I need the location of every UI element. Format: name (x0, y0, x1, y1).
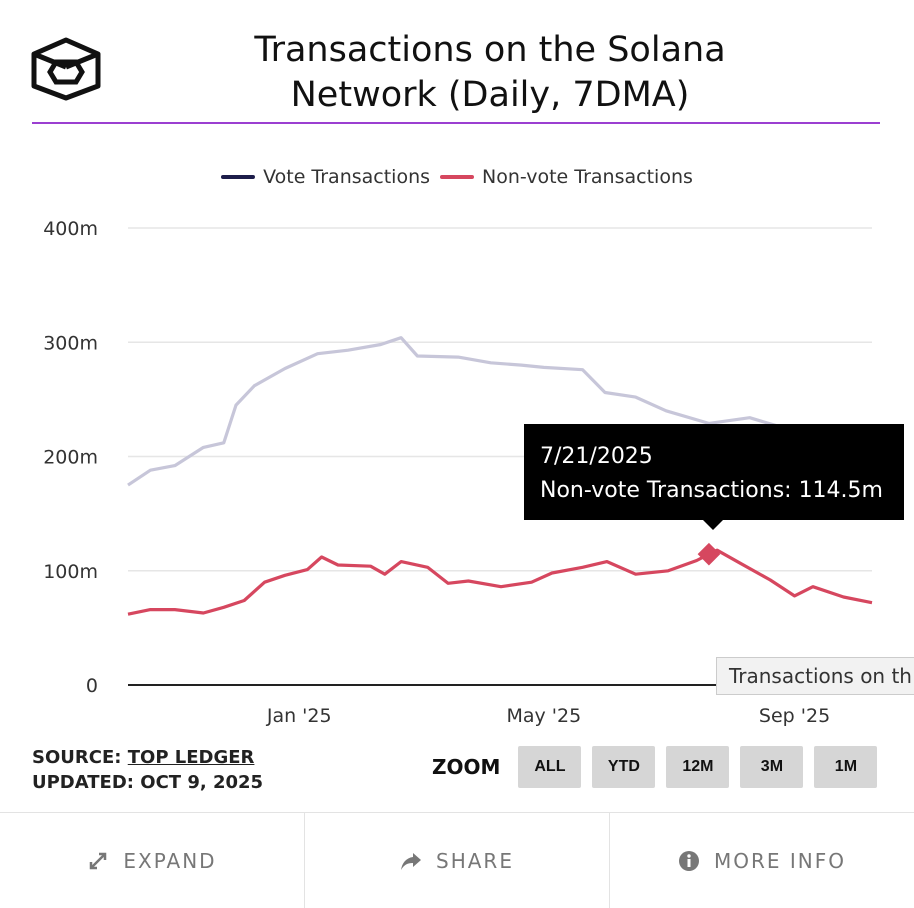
tooltip-value: Non-vote Transactions: 114.5m (540, 478, 883, 503)
info-icon (679, 850, 699, 871)
chart-legend: Vote Transactions Non-vote Transactions (0, 166, 914, 188)
footer-actions: EXPAND SHARE MORE INFO (0, 813, 914, 908)
expand-icon (90, 852, 107, 869)
x-tick-label: Sep '25 (759, 705, 830, 727)
zoom-controls: ZOOM ALL YTD 12M 3M 1M (432, 746, 888, 788)
series-line-nonvote (127, 548, 873, 616)
legend-item-vote[interactable]: Vote Transactions (221, 166, 430, 188)
source-line: SOURCE: TOP LEDGER (32, 745, 263, 770)
y-tick-label: 200m (43, 447, 98, 469)
zoom-ytd-button[interactable]: YTD (592, 746, 656, 788)
zoom-label: ZOOM (432, 755, 501, 779)
x-tick-label: Jan '25 (266, 705, 332, 727)
expand-button[interactable]: EXPAND (0, 813, 305, 908)
share-button[interactable]: SHARE (305, 813, 610, 908)
more-info-label: MORE INFO (714, 848, 846, 873)
legend-swatch-vote (221, 175, 256, 179)
y-tick-label: 100m (43, 561, 98, 583)
more-info-button[interactable]: MORE INFO (610, 813, 914, 908)
source-prefix: SOURCE: (32, 747, 122, 768)
zoom-all-button[interactable]: ALL (518, 746, 582, 788)
series-line-vote (127, 336, 781, 487)
title-divider (32, 122, 880, 124)
updated-date: UPDATED: OCT 9, 2025 (32, 772, 264, 793)
x-tick-label: May '25 (506, 705, 581, 727)
y-tick-label: 400m (43, 218, 98, 240)
source-link[interactable]: TOP LEDGER (127, 747, 255, 768)
source-block: SOURCE: TOP LEDGER UPDATED: OCT 9, 2025 (32, 745, 263, 795)
tooltip-date: 7/21/2025 (540, 444, 653, 469)
chart-title: Transactions on the Solana Network (Dail… (120, 28, 860, 118)
y-tick-label: 300m (43, 332, 98, 354)
share-icon (401, 852, 422, 870)
highlight-point (697, 542, 721, 566)
legend-swatch-nonvote (440, 175, 475, 179)
series-tooltip: Transactions on th (716, 657, 914, 695)
zoom-1m-button[interactable]: 1M (814, 746, 878, 788)
share-label: SHARE (436, 848, 514, 873)
legend-label-vote: Vote Transactions (263, 166, 431, 188)
chart-tooltip: 7/21/2025 Non-vote Transactions: 114.5m (524, 424, 904, 520)
chart-title-line1: Transactions on the Solana (254, 30, 726, 70)
legend-item-nonvote[interactable]: Non-vote Transactions (440, 166, 693, 188)
footer-divider (0, 812, 914, 813)
zoom-3m-button[interactable]: 3M (740, 746, 804, 788)
chart-title-line2: Network (Daily, 7DMA) (290, 75, 690, 115)
y-tick-label: 0 (86, 675, 98, 697)
the-block-logo (31, 37, 101, 101)
zoom-12m-button[interactable]: 12M (666, 746, 730, 788)
expand-label: EXPAND (123, 848, 217, 873)
line-chart[interactable]: 0 100m 200m 300m 400m Jan '25 May '25 Sep '25 (0, 200, 914, 740)
tooltip-arrow (702, 519, 724, 530)
legend-label-nonvote: Non-vote Transactions (482, 166, 693, 188)
